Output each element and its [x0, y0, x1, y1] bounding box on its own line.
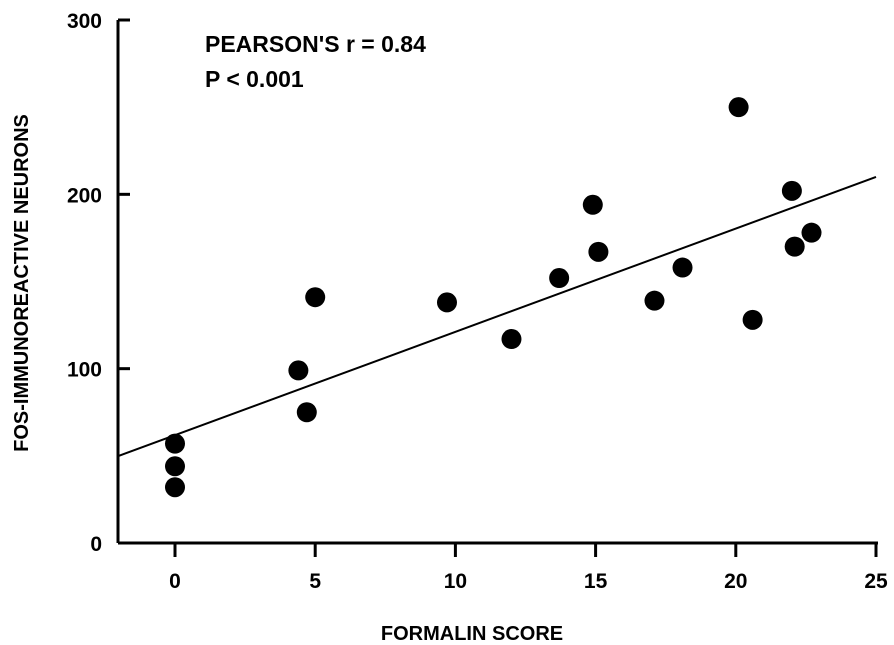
x-tick-label: 10: [444, 570, 467, 593]
data-point: [672, 257, 693, 278]
x-tick-label: 25: [864, 570, 888, 593]
data-point: [165, 477, 185, 498]
data-point: [582, 194, 603, 215]
data-point: [296, 402, 317, 423]
annotation-p-value: P < 0.001: [205, 66, 304, 92]
data-points: [165, 97, 822, 498]
data-point: [742, 309, 763, 330]
regression-line: [118, 175, 877, 457]
y-tick-label: 0: [90, 533, 102, 556]
tick-labels: 0 5 10 15 20 25 0 100 200 300: [67, 10, 888, 593]
data-point: [728, 97, 749, 118]
data-point: [588, 241, 609, 262]
x-axis-title: FORMALIN SCORE: [381, 623, 563, 645]
data-point: [549, 268, 570, 289]
y-tick-label: 200: [67, 184, 102, 207]
data-point: [644, 290, 665, 311]
data-point: [501, 329, 522, 350]
data-point: [781, 180, 802, 201]
data-point: [305, 287, 326, 308]
x-tick-label: 0: [169, 570, 181, 593]
data-point: [165, 456, 185, 477]
y-tick-label: 100: [67, 359, 102, 382]
data-point: [784, 236, 805, 257]
y-axis-title: FOS-IMMUNOREACTIVE NEURONS: [11, 114, 33, 452]
y-tick-label: 300: [67, 10, 102, 33]
tick-marks: [118, 18, 878, 557]
data-point: [436, 292, 457, 313]
x-tick-label: 5: [309, 570, 321, 593]
data-point: [288, 360, 309, 381]
annotation-pearson: PEARSON'S r = 0.84: [205, 31, 426, 57]
x-tick-label: 15: [584, 570, 608, 593]
x-tick-label: 20: [724, 570, 747, 593]
data-point: [801, 222, 822, 243]
data-point: [165, 433, 185, 454]
axes: [116, 20, 878, 545]
